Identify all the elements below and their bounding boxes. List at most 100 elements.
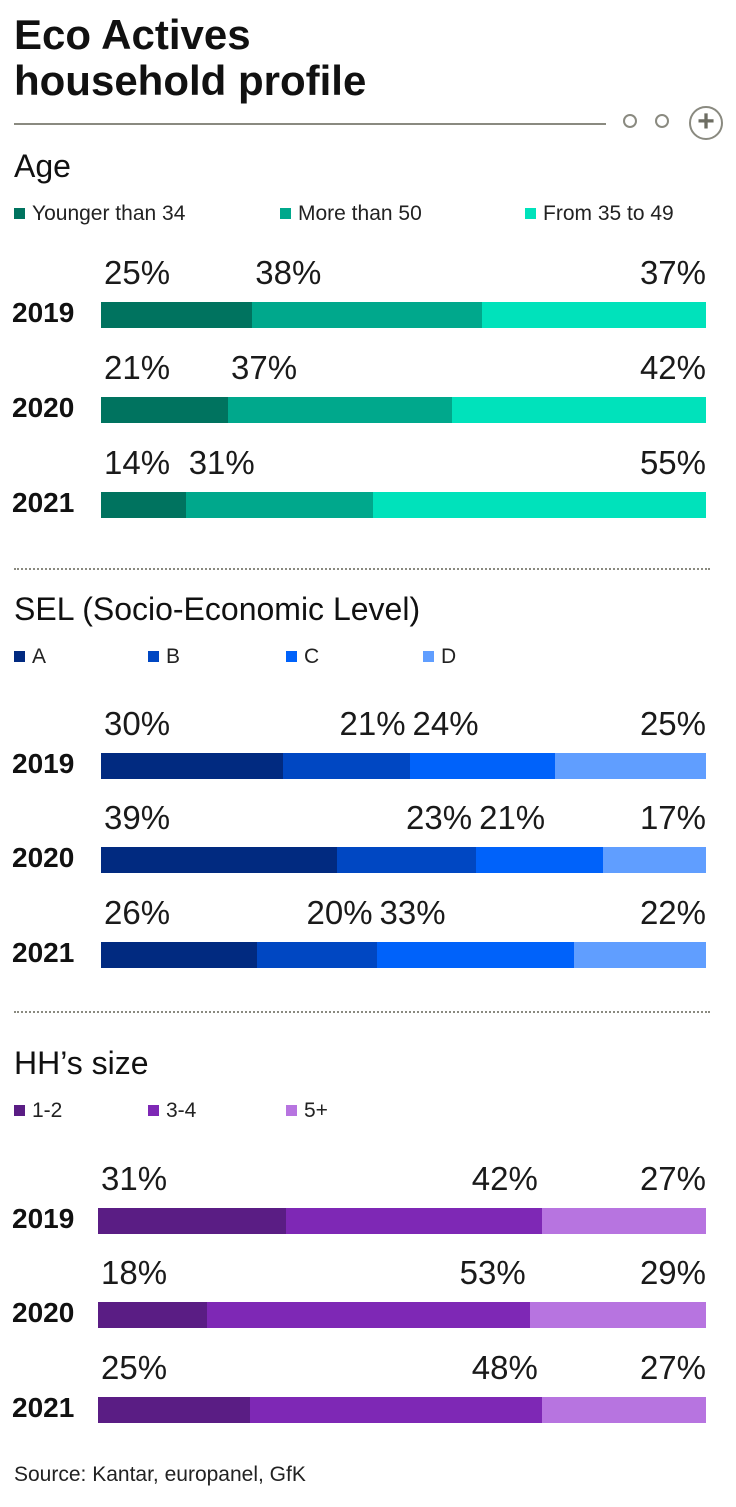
source-note: Source: Kantar, europanel, GfK [14,1463,306,1486]
bar-segment-from-35-to-49 [373,492,706,518]
data-label: 48% [471,1349,538,1386]
stacked-bar [98,1397,706,1423]
category-label: 2019 [12,297,75,328]
bar-segment-c [409,753,555,779]
category-label: 2019 [12,748,75,779]
legend-item-from-35-to-49: From 35 to 49 [525,202,674,226]
data-label: 23% [406,799,473,836]
bar-row-2021: 2021 14% 31% 55% [0,444,736,524]
data-label: 25% [639,705,706,742]
stacked-bar [98,1302,706,1328]
bar-segment-more-than-50 [185,492,374,518]
bar-segment-younger-than-34 [101,397,229,423]
data-label: 33% [379,894,446,931]
data-label: 29% [639,1254,706,1291]
stacked-bar [98,1208,706,1234]
legend-label: 3-4 [166,1099,197,1122]
data-label: 20% [306,894,373,931]
stacked-bar [101,302,706,328]
stacked-bar [101,492,706,518]
expand-plus-icon[interactable]: + [689,106,723,140]
legend-item-c: C [286,645,319,669]
legend-label: D [441,645,457,668]
chart-title: SEL (Socio-Economic Level) [14,591,421,627]
bar-row-2019: 2019 25% 38% 37% [0,254,736,334]
data-label: 21% [339,705,406,742]
stacked-bar [101,753,706,779]
data-label: 30% [104,705,171,742]
legend-label: More than 50 [298,202,422,225]
bar-segment-more-than-50 [252,302,483,328]
data-label: 21% [104,349,171,386]
section-divider [14,568,710,570]
page-indicator-dot-1[interactable] [623,114,637,128]
data-label: 31% [188,444,255,481]
bar-row-2020: 2020 21% 37% 42% [0,349,736,429]
bar-segment-5 [541,1208,706,1234]
header-rule [14,123,606,125]
legend-swatch [14,208,25,219]
category-label: 2021 [12,1392,75,1423]
legend-swatch [280,208,291,219]
category-label: 2020 [12,1297,75,1328]
bar-row-2019: 2019 30% 21% 24% 25% [0,705,736,785]
data-label: 37% [231,349,298,386]
bar-segment-1-2 [98,1302,208,1328]
bar-segment-b [336,847,477,873]
bar-segment-1-2 [98,1208,287,1234]
bar-row-2019: 2019 31% 42% 27% [0,1160,736,1240]
legend-item-b: B [148,645,180,669]
bar-segment-more-than-50 [228,397,452,423]
data-label: 42% [639,349,706,386]
legend-item-5: 5+ [286,1099,328,1123]
legend-label: C [304,645,320,668]
legend-swatch [286,651,297,662]
data-label: 39% [104,799,171,836]
bar-segment-d [554,753,706,779]
legend-label: From 35 to 49 [543,202,674,225]
section-divider [14,1011,710,1013]
bar-segment-a [101,942,257,968]
legend-label: A [32,645,47,668]
data-label: 25% [104,254,171,291]
data-label: 53% [459,1254,526,1291]
page-indicator-dot-2[interactable] [655,114,669,128]
bar-segment-younger-than-34 [101,492,186,518]
bar-segment-from-35-to-49 [482,302,706,328]
bar-segment-1-2 [98,1397,250,1423]
category-label: 2021 [12,937,75,968]
legend-swatch [148,651,159,662]
legend-item-3-4: 3-4 [148,1099,196,1123]
chart-title: HH’s size [14,1045,149,1081]
legend-item-1-2: 1-2 [14,1099,62,1123]
chart-hh-s-size: HH’s size 1-2 3-4 5+ [0,1045,736,1445]
data-label: 17% [639,799,706,836]
bar-row-2021: 2021 26% 20% 33% 22% [0,894,736,974]
data-label: 24% [412,705,479,742]
page-title: Eco Actives household profile [14,12,366,104]
category-label: 2021 [12,487,75,518]
category-label: 2019 [12,1203,75,1234]
bar-row-2020: 2020 18% 53% 29% [0,1254,736,1334]
legend-label: Younger than 34 [32,202,186,225]
legend-swatch [423,651,434,662]
legend-item-d: D [423,645,456,669]
legend-item-more-than-50: More than 50 [280,202,422,226]
data-label: 14% [104,444,171,481]
bar-segment-younger-than-34 [101,302,253,328]
stacked-bar [101,847,706,873]
data-label: 38% [255,254,322,291]
data-label: 42% [471,1160,538,1197]
bar-segment-c [376,942,575,968]
legend-swatch [148,1105,159,1116]
chart-age: Age Younger than 34 More than 50 From 35 to… [0,148,736,548]
legend-swatch [525,208,536,219]
bar-segment-a [101,753,283,779]
title-line-2: household profile [14,57,367,104]
stacked-bar [101,397,706,423]
title-line-1: Eco Actives [14,11,251,58]
legend-swatch [14,1105,25,1116]
bar-segment-from-35-to-49 [451,397,706,423]
data-label: 18% [101,1254,168,1291]
bar-segment-b [282,753,410,779]
